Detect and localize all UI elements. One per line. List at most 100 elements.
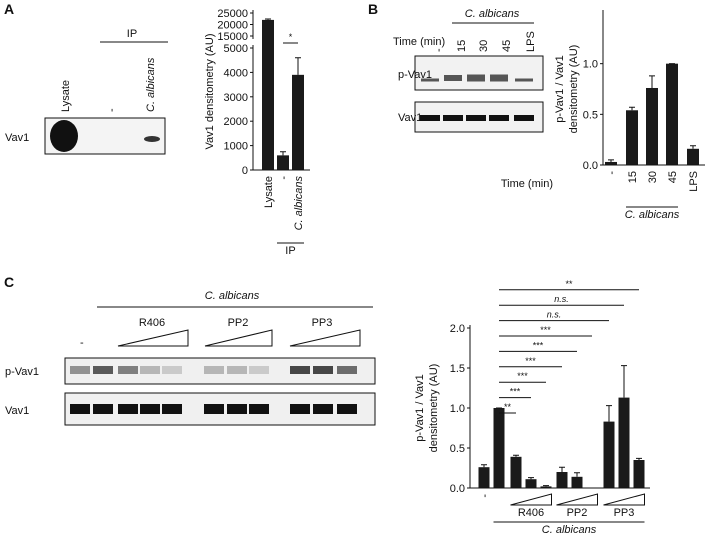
group-label: R406 bbox=[518, 507, 544, 519]
y-tick-label: 0 bbox=[242, 165, 248, 177]
lane-label: - bbox=[433, 48, 445, 52]
bar bbox=[478, 467, 490, 488]
bar bbox=[540, 486, 552, 488]
significance-label: *** bbox=[533, 340, 544, 350]
lane-label: 30 bbox=[478, 40, 490, 52]
bar bbox=[510, 456, 522, 488]
ramp bbox=[510, 493, 552, 506]
band bbox=[514, 115, 534, 121]
band bbox=[93, 404, 113, 414]
band bbox=[162, 366, 182, 374]
y-axis-label: densitometry (AU) bbox=[428, 364, 440, 453]
group-label: R406 bbox=[139, 317, 165, 329]
y-axis-label: p-Vav1 / Vav1 bbox=[554, 55, 566, 122]
y-tick-label: 4000 bbox=[224, 67, 248, 79]
bar bbox=[633, 460, 645, 488]
time-label: Time (min) bbox=[393, 36, 445, 48]
ramp bbox=[603, 493, 645, 506]
band bbox=[204, 404, 224, 414]
band bbox=[337, 404, 357, 414]
error-bar bbox=[559, 466, 565, 472]
bar bbox=[571, 476, 583, 488]
ramp bbox=[289, 329, 361, 347]
y-tick-label: 1000 bbox=[224, 141, 248, 153]
band bbox=[249, 366, 269, 374]
y-tick-label: 5000 bbox=[224, 43, 248, 55]
band bbox=[50, 120, 78, 152]
group-label: PP3 bbox=[614, 507, 635, 519]
y-tick-label: 0.5 bbox=[450, 443, 465, 455]
y-tick-label: 20000 bbox=[217, 20, 248, 32]
y-tick-label: 0.0 bbox=[450, 483, 465, 495]
bar bbox=[262, 19, 274, 171]
significance-label: n.s. bbox=[547, 310, 562, 320]
error-bar bbox=[621, 365, 627, 398]
bar bbox=[493, 408, 505, 488]
band bbox=[144, 136, 160, 142]
y-tick-label: 0.5 bbox=[583, 109, 598, 121]
y-tick-label: 1.0 bbox=[450, 403, 465, 415]
bar bbox=[687, 148, 699, 165]
panel-label: B bbox=[368, 1, 378, 17]
blot bbox=[414, 55, 544, 91]
bar bbox=[646, 87, 658, 165]
bar bbox=[626, 110, 638, 165]
bar bbox=[618, 397, 630, 488]
x-tick-label: - bbox=[606, 171, 618, 175]
x-tick-label: - bbox=[278, 176, 290, 180]
y-axis-label: densitometry (AU) bbox=[568, 45, 580, 134]
band bbox=[467, 74, 485, 82]
significance-label: *** bbox=[525, 356, 536, 366]
y-tick-label: 2000 bbox=[224, 116, 248, 128]
lane-label: - bbox=[106, 108, 118, 112]
group-label: C. albicans bbox=[465, 8, 520, 20]
band bbox=[93, 366, 113, 374]
lane-label: 15 bbox=[456, 40, 468, 52]
lane-label: C. albicans bbox=[145, 57, 157, 112]
error-bar bbox=[528, 477, 534, 480]
y-tick-label: 2.0 bbox=[450, 323, 465, 335]
lane-label: Lysate bbox=[60, 80, 72, 112]
significance-label: *** bbox=[540, 325, 551, 335]
significance-label: * bbox=[289, 32, 293, 42]
x-tick-label: Lysate bbox=[263, 176, 275, 208]
lane-label: - bbox=[80, 337, 84, 349]
group-label: C. albicans bbox=[625, 209, 680, 221]
error-bar bbox=[636, 457, 642, 460]
significance-label: n.s. bbox=[554, 294, 569, 304]
error-bar bbox=[280, 151, 286, 156]
x-tick-label: C. albicans bbox=[293, 176, 305, 231]
error-bar bbox=[690, 145, 696, 149]
band bbox=[227, 404, 247, 414]
error-bar bbox=[481, 464, 487, 468]
group-label: C. albicans bbox=[542, 524, 597, 536]
error-bar bbox=[513, 454, 519, 457]
y-tick-label: 25000 bbox=[217, 8, 248, 20]
band bbox=[249, 404, 269, 414]
band bbox=[515, 78, 533, 82]
row-label: p-Vav1 bbox=[5, 366, 39, 378]
band bbox=[140, 366, 160, 374]
x-tick-label: LPS bbox=[688, 171, 700, 192]
y-tick-label: 0.0 bbox=[583, 160, 598, 172]
band bbox=[118, 366, 138, 374]
group-label: IP bbox=[285, 245, 295, 257]
y-tick-label: 1.0 bbox=[583, 59, 598, 71]
error-bar bbox=[606, 405, 612, 422]
lane-label: LPS bbox=[525, 31, 537, 52]
band bbox=[118, 404, 138, 414]
band bbox=[313, 366, 333, 374]
y-tick-label: 1.5 bbox=[450, 363, 465, 375]
error-bar bbox=[543, 485, 549, 487]
x-tick-label: - bbox=[479, 494, 491, 498]
row-label: Vav1 bbox=[5, 405, 29, 417]
band bbox=[162, 404, 182, 414]
bar bbox=[292, 74, 304, 170]
band bbox=[70, 366, 90, 374]
ip-label: IP bbox=[127, 28, 137, 40]
significance-label: ** bbox=[504, 402, 512, 412]
ramp bbox=[204, 329, 273, 347]
group-label: PP3 bbox=[312, 317, 333, 329]
blots: A B C IP Lysate - C. albicans Vav1 C. al… bbox=[4, 1, 544, 426]
